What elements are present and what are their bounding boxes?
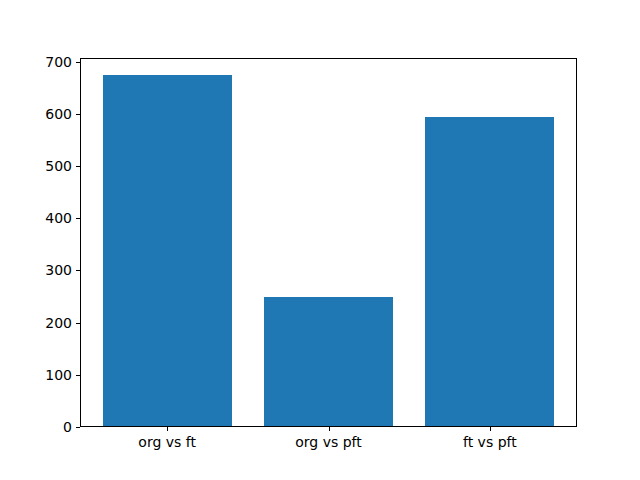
bar-org-vs-ft [103,75,232,426]
x-tick-mark [329,427,330,431]
x-tick-label: org vs pft [295,434,362,450]
y-tick-label: 600 [0,107,72,121]
bar-org-vs-pft [264,297,393,426]
bar-chart-figure: 0 100 200 300 400 500 600 700 org vs ft org vs p… [0,0,640,480]
y-tick-label: 400 [0,211,72,225]
y-tick-mark [76,323,80,324]
y-tick-mark [76,427,80,428]
y-tick-mark [76,62,80,63]
y-tick-mark [76,270,80,271]
y-tick-label: 200 [0,316,72,330]
y-tick-mark [76,166,80,167]
y-tick-label: 100 [0,368,72,382]
y-tick-mark [76,114,80,115]
y-tick-label: 700 [0,55,72,69]
y-tick-label: 0 [0,420,72,434]
y-tick-label: 500 [0,159,72,173]
x-tick-mark [490,427,491,431]
y-tick-label: 300 [0,263,72,277]
x-tick-label: ft vs pft [463,434,517,450]
x-tick-mark [167,427,168,431]
y-tick-mark [76,375,80,376]
bar-ft-vs-pft [425,117,554,426]
plot-area [80,58,577,427]
x-tick-label: org vs ft [138,434,196,450]
y-tick-mark [76,218,80,219]
